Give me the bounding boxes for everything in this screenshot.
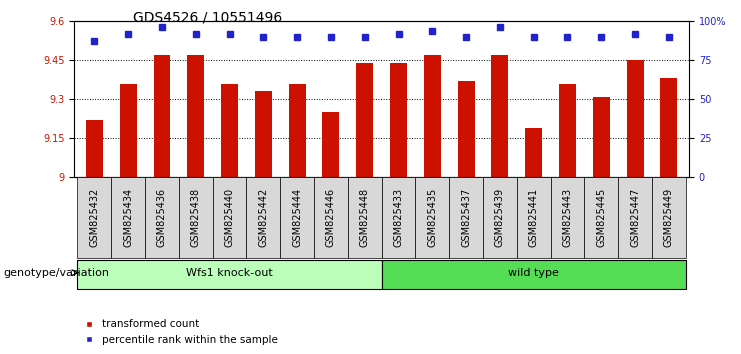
Bar [153,55,170,177]
Bar [449,177,483,258]
Bar [491,55,508,177]
Bar [516,177,551,258]
Text: GSM825439: GSM825439 [495,188,505,247]
Text: GSM825449: GSM825449 [664,188,674,247]
Bar [78,177,111,258]
Bar [356,63,373,177]
Bar [593,97,610,177]
Bar [179,177,213,258]
Bar [314,177,348,258]
Bar [585,177,618,258]
Text: GSM825441: GSM825441 [528,188,539,247]
Text: GSM825438: GSM825438 [190,188,201,247]
Legend: transformed count, percentile rank within the sample: transformed count, percentile rank withi… [79,315,282,349]
Text: GSM825432: GSM825432 [90,188,99,247]
Bar [213,177,247,258]
Text: Wfs1 knock-out: Wfs1 knock-out [186,268,273,278]
Text: GSM825448: GSM825448 [359,188,370,247]
Bar [382,177,416,258]
Bar [390,63,407,177]
Text: GSM825434: GSM825434 [123,188,133,247]
Bar [86,120,103,177]
Bar [618,177,652,258]
Text: wild type: wild type [508,268,559,278]
Bar [145,177,179,258]
Bar [111,177,145,258]
Bar [652,177,685,258]
Text: GSM825444: GSM825444 [292,188,302,247]
Text: GSM825436: GSM825436 [157,188,167,247]
Text: GSM825446: GSM825446 [326,188,336,247]
Bar [255,91,272,177]
Text: GSM825447: GSM825447 [630,188,640,247]
Bar [322,112,339,177]
Bar [458,81,474,177]
Text: GSM825442: GSM825442 [259,188,268,247]
Bar [348,177,382,258]
Bar [627,60,643,177]
Bar [559,84,576,177]
Text: GSM825435: GSM825435 [428,188,437,247]
Text: GSM825443: GSM825443 [562,188,573,247]
Bar [416,177,449,258]
Text: GSM825437: GSM825437 [461,188,471,247]
Bar [382,260,685,289]
Bar [424,55,441,177]
Bar [120,84,136,177]
Text: GSM825433: GSM825433 [393,188,404,247]
Bar [289,84,305,177]
Text: genotype/variation: genotype/variation [4,268,110,278]
Text: GDS4526 / 10551496: GDS4526 / 10551496 [133,11,282,25]
Bar [187,55,205,177]
Bar [551,177,585,258]
Bar [221,84,238,177]
Text: GSM825440: GSM825440 [225,188,235,247]
Bar [483,177,516,258]
Bar [247,177,280,258]
Bar [280,177,314,258]
Bar [660,78,677,177]
Bar [78,260,382,289]
Text: GSM825445: GSM825445 [597,188,606,247]
Bar [525,128,542,177]
